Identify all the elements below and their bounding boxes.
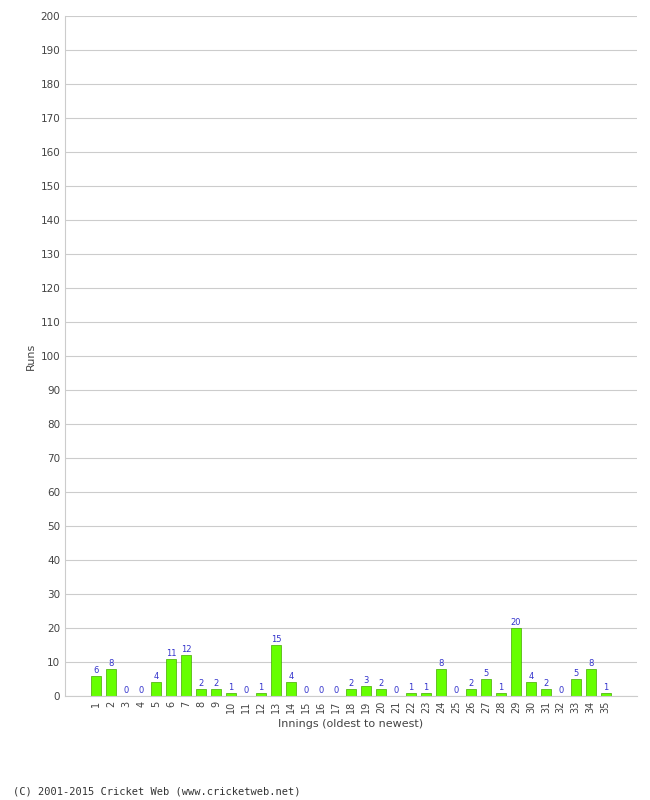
Text: 5: 5 xyxy=(483,669,489,678)
Bar xyxy=(106,669,116,696)
Text: 0: 0 xyxy=(393,686,398,695)
Text: 8: 8 xyxy=(438,658,443,668)
Text: 0: 0 xyxy=(453,686,458,695)
Bar xyxy=(151,682,161,696)
Bar xyxy=(421,693,431,696)
Text: 15: 15 xyxy=(271,635,281,644)
Text: 4: 4 xyxy=(289,672,294,682)
Text: 4: 4 xyxy=(153,672,159,682)
Bar xyxy=(541,689,551,696)
Bar xyxy=(495,693,506,696)
Bar xyxy=(181,655,191,696)
Text: 2: 2 xyxy=(543,679,549,688)
Bar xyxy=(286,682,296,696)
Text: 3: 3 xyxy=(363,676,369,685)
Text: 2: 2 xyxy=(468,679,473,688)
Bar xyxy=(196,689,207,696)
Bar xyxy=(571,679,581,696)
Bar xyxy=(376,689,386,696)
Text: 0: 0 xyxy=(318,686,324,695)
Text: 2: 2 xyxy=(348,679,354,688)
Bar xyxy=(166,658,176,696)
Bar xyxy=(226,693,237,696)
Text: 2: 2 xyxy=(378,679,383,688)
Text: 1: 1 xyxy=(603,682,608,691)
Text: 0: 0 xyxy=(138,686,144,695)
Text: 2: 2 xyxy=(213,679,219,688)
Text: 12: 12 xyxy=(181,645,191,654)
Y-axis label: Runs: Runs xyxy=(26,342,36,370)
Bar xyxy=(465,689,476,696)
Text: 8: 8 xyxy=(588,658,593,668)
Bar xyxy=(346,689,356,696)
Bar xyxy=(480,679,491,696)
Text: (C) 2001-2015 Cricket Web (www.cricketweb.net): (C) 2001-2015 Cricket Web (www.cricketwe… xyxy=(13,786,300,796)
Bar xyxy=(526,682,536,696)
Text: 1: 1 xyxy=(408,682,413,691)
Bar xyxy=(256,693,266,696)
Bar xyxy=(91,675,101,696)
Bar xyxy=(601,693,611,696)
Text: 1: 1 xyxy=(229,682,234,691)
Text: 0: 0 xyxy=(304,686,309,695)
Bar xyxy=(271,645,281,696)
Text: 1: 1 xyxy=(259,682,264,691)
Text: 0: 0 xyxy=(244,686,249,695)
Bar xyxy=(361,686,371,696)
Text: 0: 0 xyxy=(333,686,339,695)
X-axis label: Innings (oldest to newest): Innings (oldest to newest) xyxy=(278,719,424,729)
Text: 20: 20 xyxy=(511,618,521,627)
Bar xyxy=(406,693,416,696)
Bar xyxy=(211,689,222,696)
Text: 6: 6 xyxy=(94,666,99,674)
Text: 8: 8 xyxy=(109,658,114,668)
Bar xyxy=(511,628,521,696)
Text: 0: 0 xyxy=(124,686,129,695)
Text: 4: 4 xyxy=(528,672,534,682)
Text: 5: 5 xyxy=(573,669,578,678)
Text: 2: 2 xyxy=(198,679,203,688)
Text: 11: 11 xyxy=(166,649,176,658)
Bar xyxy=(436,669,446,696)
Text: 1: 1 xyxy=(423,682,428,691)
Text: 1: 1 xyxy=(499,682,504,691)
Text: 0: 0 xyxy=(558,686,564,695)
Bar xyxy=(586,669,596,696)
